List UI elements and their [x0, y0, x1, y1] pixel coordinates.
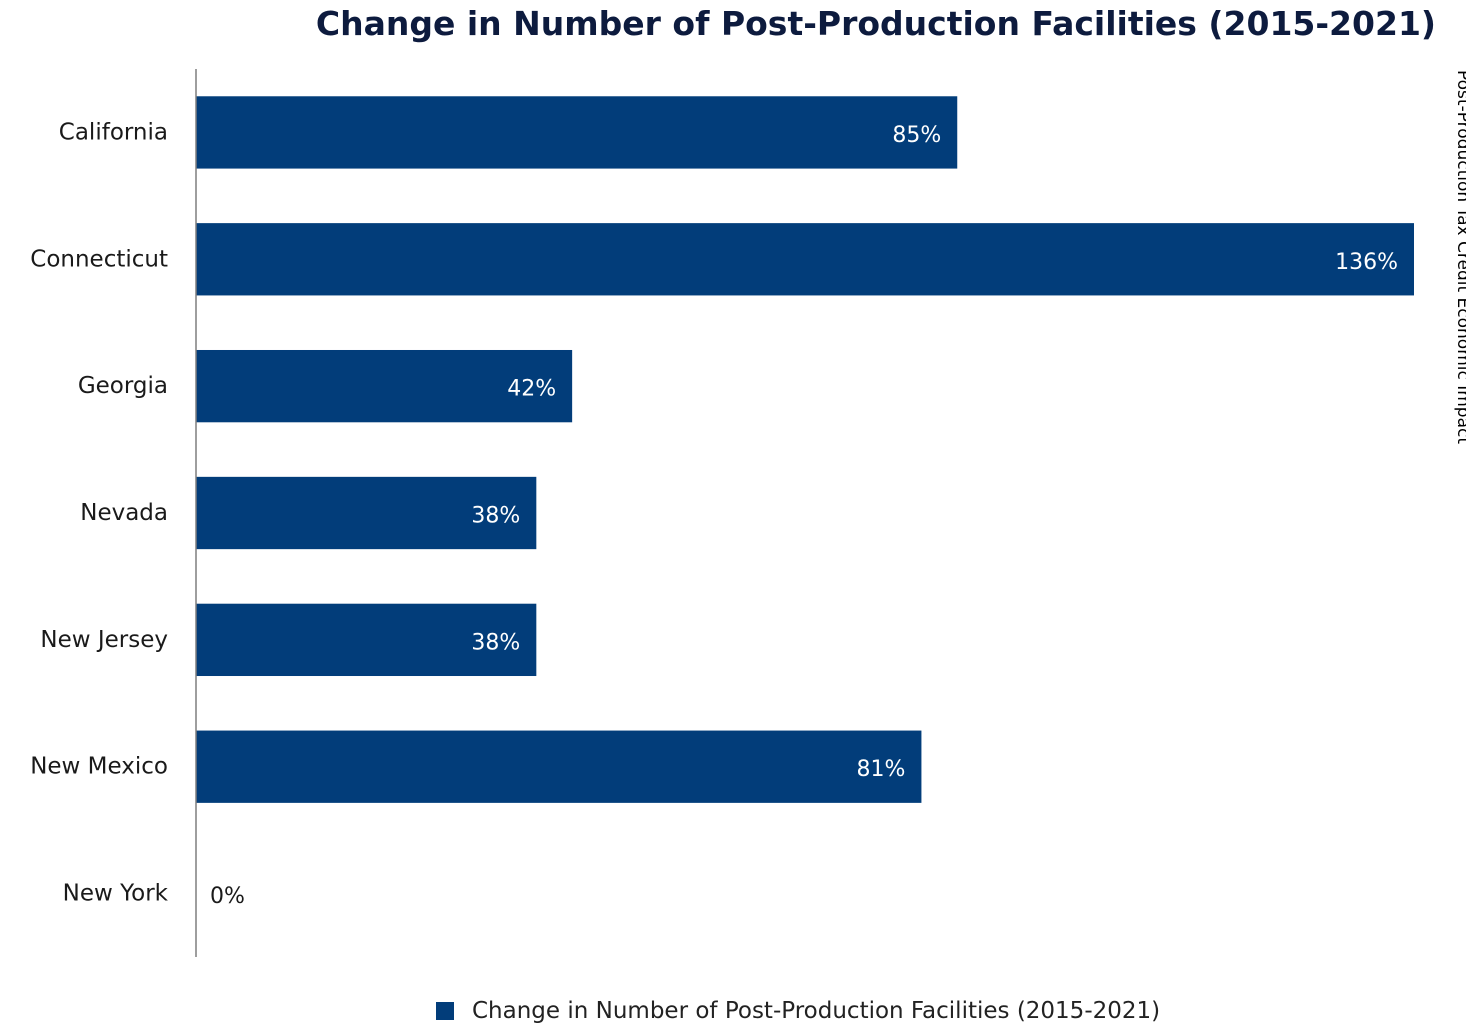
- category-label-new-york: New York: [63, 881, 169, 907]
- category-label-connecticut: Connecticut: [30, 246, 168, 272]
- data-label-connecticut: 136%: [1335, 250, 1398, 275]
- legend-label: Change in Number of Post-Production Faci…: [472, 998, 1161, 1024]
- bar-new-jersey: [196, 603, 537, 677]
- bar-nevada: [196, 476, 537, 550]
- data-label-nevada: 38%: [471, 504, 520, 529]
- data-label-california: 85%: [892, 123, 941, 148]
- category-label-new-mexico: New Mexico: [30, 754, 168, 780]
- category-label-california: California: [59, 119, 168, 145]
- category-label-new-jersey: New Jersey: [40, 627, 168, 653]
- category-label-georgia: Georgia: [78, 373, 168, 399]
- bar-new-mexico: [196, 730, 922, 803]
- data-label-new-mexico: 81%: [857, 757, 906, 782]
- legend-swatch: [436, 1002, 454, 1020]
- bar-california: [196, 96, 958, 169]
- chart-title: Change in Number of Post-Production Faci…: [315, 4, 1436, 43]
- bar-georgia: [196, 349, 573, 423]
- bar-connecticut: [196, 223, 1414, 296]
- data-label-georgia: 42%: [507, 377, 556, 402]
- data-label-new-jersey: 38%: [471, 630, 520, 655]
- legend: Change in Number of Post-Production Faci…: [436, 996, 1160, 1026]
- category-label-nevada: Nevada: [80, 500, 168, 526]
- data-label-new-york: 0%: [210, 884, 245, 909]
- side-note: Post-Production Tax Credit Economic Impa…: [1453, 70, 1466, 445]
